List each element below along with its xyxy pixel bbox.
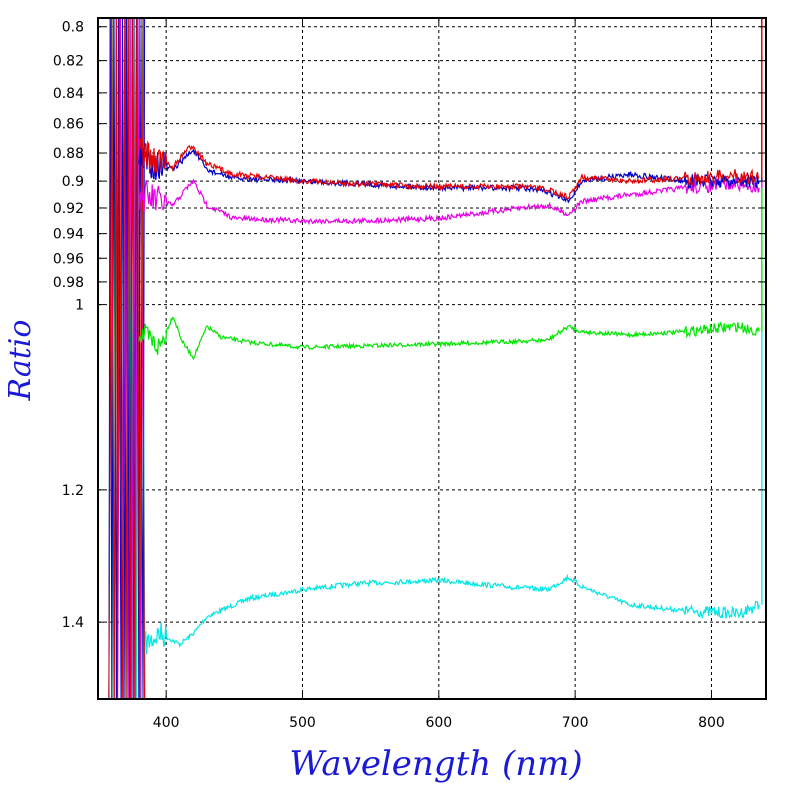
y-tick-label: 0.92 (53, 201, 84, 217)
y-axis-ticks: 0.8 0.82 0.84 0.86 0.88 0.9 0.92 0.94 0.96 0.98 1 1… (53, 20, 766, 631)
y-tick-label: 0.82 (53, 54, 84, 70)
x-axis-title: Wavelength (nm) (289, 744, 582, 784)
y-tick-label: 0.94 (53, 227, 84, 243)
x-tick-label: 400 (153, 715, 180, 731)
y-tick-label: 0.9 (62, 174, 84, 190)
y-tick-label: 1.2 (62, 483, 84, 499)
x-tick-label: 600 (425, 715, 452, 731)
series-group (138, 138, 760, 655)
x-axis-ticks: 400 500 600 700 800 (153, 18, 725, 731)
series-line (138, 138, 760, 201)
series-line (138, 176, 760, 226)
y-tick-label: 0.96 (53, 251, 84, 267)
y-tick-label: 1 (75, 298, 84, 314)
series-line (145, 573, 760, 655)
y-tick-label: 0.84 (53, 86, 84, 102)
x-tick-label: 800 (698, 715, 725, 731)
x-tick-label: 700 (562, 715, 589, 731)
series-line (138, 316, 760, 361)
y-tick-label: 0.86 (53, 117, 84, 133)
x-tick-label: 500 (289, 715, 316, 731)
plot-frame (97, 17, 767, 700)
y-tick-label: 0.88 (53, 146, 84, 162)
y-tick-label: 0.98 (53, 275, 84, 291)
y-axis-title: Ratio (3, 320, 38, 402)
y-tick-label: 0.8 (62, 20, 84, 36)
y-tick-label: 1.4 (62, 615, 84, 631)
